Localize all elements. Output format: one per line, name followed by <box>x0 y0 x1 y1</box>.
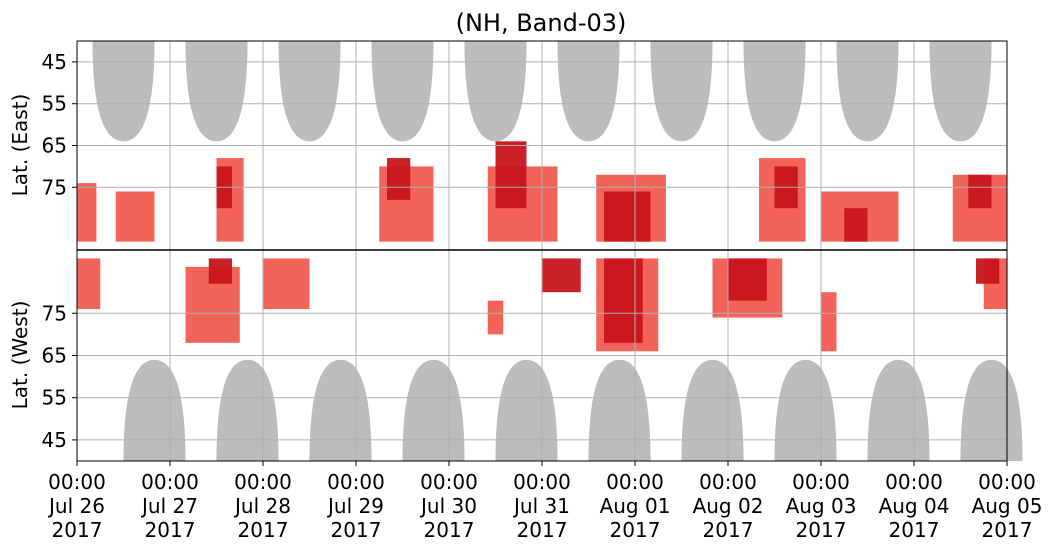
x-tick-label-line: 00:00 <box>48 470 106 494</box>
y-tick-label-east: 65 <box>42 134 67 158</box>
x-tick-label: 00:00 Aug 03 2017 <box>786 470 857 542</box>
activity-patch-strong <box>495 141 527 209</box>
no-data-region <box>557 41 620 142</box>
x-tick-label-line: 00:00 <box>141 470 199 494</box>
x-tick-label: 00:00 Jul 31 2017 <box>512 470 571 542</box>
y-tick-label-east: 55 <box>42 92 67 116</box>
x-tick-label-line: 00:00 <box>885 470 943 494</box>
x-tick-label-line: 00:00 <box>327 470 385 494</box>
activity-patch-strong <box>604 258 643 343</box>
no-data-region <box>650 41 713 142</box>
chart-title: (NH, Band-03) <box>456 9 627 37</box>
y-tick-label-east: 75 <box>42 175 67 199</box>
activity-patch-moderate <box>77 183 97 242</box>
activity-patch-moderate <box>115 191 155 242</box>
no-data-region <box>185 41 248 142</box>
x-tick-label-line: 2017 <box>889 518 940 542</box>
y-tick-label-east: 45 <box>42 50 67 74</box>
x-tick-label-line: 00:00 <box>513 470 571 494</box>
x-tick-label: 00:00 Jul 30 2017 <box>419 470 478 542</box>
x-tick-label-line: 2017 <box>424 518 475 542</box>
x-tick-label: 00:00 Jul 27 2017 <box>140 470 199 542</box>
x-tick-label-line: Jul 31 <box>512 494 570 518</box>
activity-patch-moderate <box>263 258 310 310</box>
activity-patch-strong <box>976 258 1000 284</box>
x-tick-label-line: 2017 <box>517 518 568 542</box>
x-tick-label-line: 2017 <box>982 518 1033 542</box>
x-tick-label: 00:00 Aug 04 2017 <box>879 470 950 542</box>
x-tick-label-line: Aug 04 <box>879 494 950 518</box>
activity-patch-moderate <box>487 300 504 335</box>
x-tick-label-line: Aug 05 <box>972 494 1043 518</box>
no-data-region <box>278 41 341 142</box>
x-tick-label-line: 00:00 <box>978 470 1036 494</box>
activity-patch-strong <box>844 208 868 242</box>
y-tick-label-west: 75 <box>42 301 67 325</box>
no-data-region <box>371 41 434 142</box>
x-tick-label-line: Jul 29 <box>326 494 384 518</box>
no-data-region <box>836 41 899 142</box>
activity-patch-strong <box>387 158 411 200</box>
x-tick-label-line: Jul 30 <box>419 494 477 518</box>
x-tick-label-line: 2017 <box>610 518 661 542</box>
y-tick-label-west: 45 <box>42 428 67 452</box>
y-tick-label-west: 65 <box>42 344 67 368</box>
y-ticks: 45 55 65 75 75 65 55 45 <box>42 50 77 452</box>
x-tick-label: 00:00 Aug 05 2017 <box>972 470 1043 542</box>
no-data-region <box>92 41 155 142</box>
y-tick-label-west: 55 <box>42 386 67 410</box>
activity-patch-moderate <box>77 258 101 310</box>
activity-layer <box>77 141 1007 352</box>
x-tick-label-line: 2017 <box>796 518 847 542</box>
x-tick-label-line: Aug 01 <box>600 494 671 518</box>
x-tick-label-line: 2017 <box>145 518 196 542</box>
no-data-region <box>743 41 806 142</box>
no-data-region <box>929 41 992 142</box>
x-tick-label-line: 2017 <box>703 518 754 542</box>
x-tick-label-line: Jul 27 <box>140 494 198 518</box>
x-tick-label-line: 00:00 <box>699 470 757 494</box>
x-tick-label-line: 00:00 <box>234 470 292 494</box>
activity-patch-strong <box>728 258 767 301</box>
activity-patch-strong <box>968 174 992 209</box>
x-tick-label-line: 00:00 <box>606 470 664 494</box>
y-axis-label-west: Lat. (West) <box>8 301 32 410</box>
activity-patch-strong <box>208 258 232 284</box>
x-tick-label-line: Jul 28 <box>233 494 291 518</box>
x-tick-label-line: 00:00 <box>792 470 850 494</box>
x-tick-label-line: 2017 <box>331 518 382 542</box>
x-tick-label: 00:00 Aug 01 2017 <box>600 470 671 542</box>
activity-patch-strong <box>542 258 581 293</box>
x-tick-label: 00:00 Aug 02 2017 <box>693 470 764 542</box>
no-data-region <box>464 41 527 142</box>
x-tick-label: 00:00 Jul 29 2017 <box>326 470 385 542</box>
x-tick-label-line: 00:00 <box>420 470 478 494</box>
activity-patch-moderate <box>821 292 837 352</box>
grid-layer <box>76 41 1008 461</box>
x-tick-label-line: Jul 26 <box>47 494 105 518</box>
x-tick-label: 00:00 Jul 26 2017 <box>47 470 106 542</box>
x-tick-label-line: Aug 03 <box>786 494 857 518</box>
x-tick-label-line: 2017 <box>52 518 103 542</box>
x-tick-label: 00:00 Jul 28 2017 <box>233 470 292 542</box>
x-tick-label-line: 2017 <box>238 518 289 542</box>
y-axis-label-east: Lat. (East) <box>8 94 32 197</box>
activity-patch-strong <box>604 191 651 242</box>
x-tick-label-line: Aug 02 <box>693 494 764 518</box>
